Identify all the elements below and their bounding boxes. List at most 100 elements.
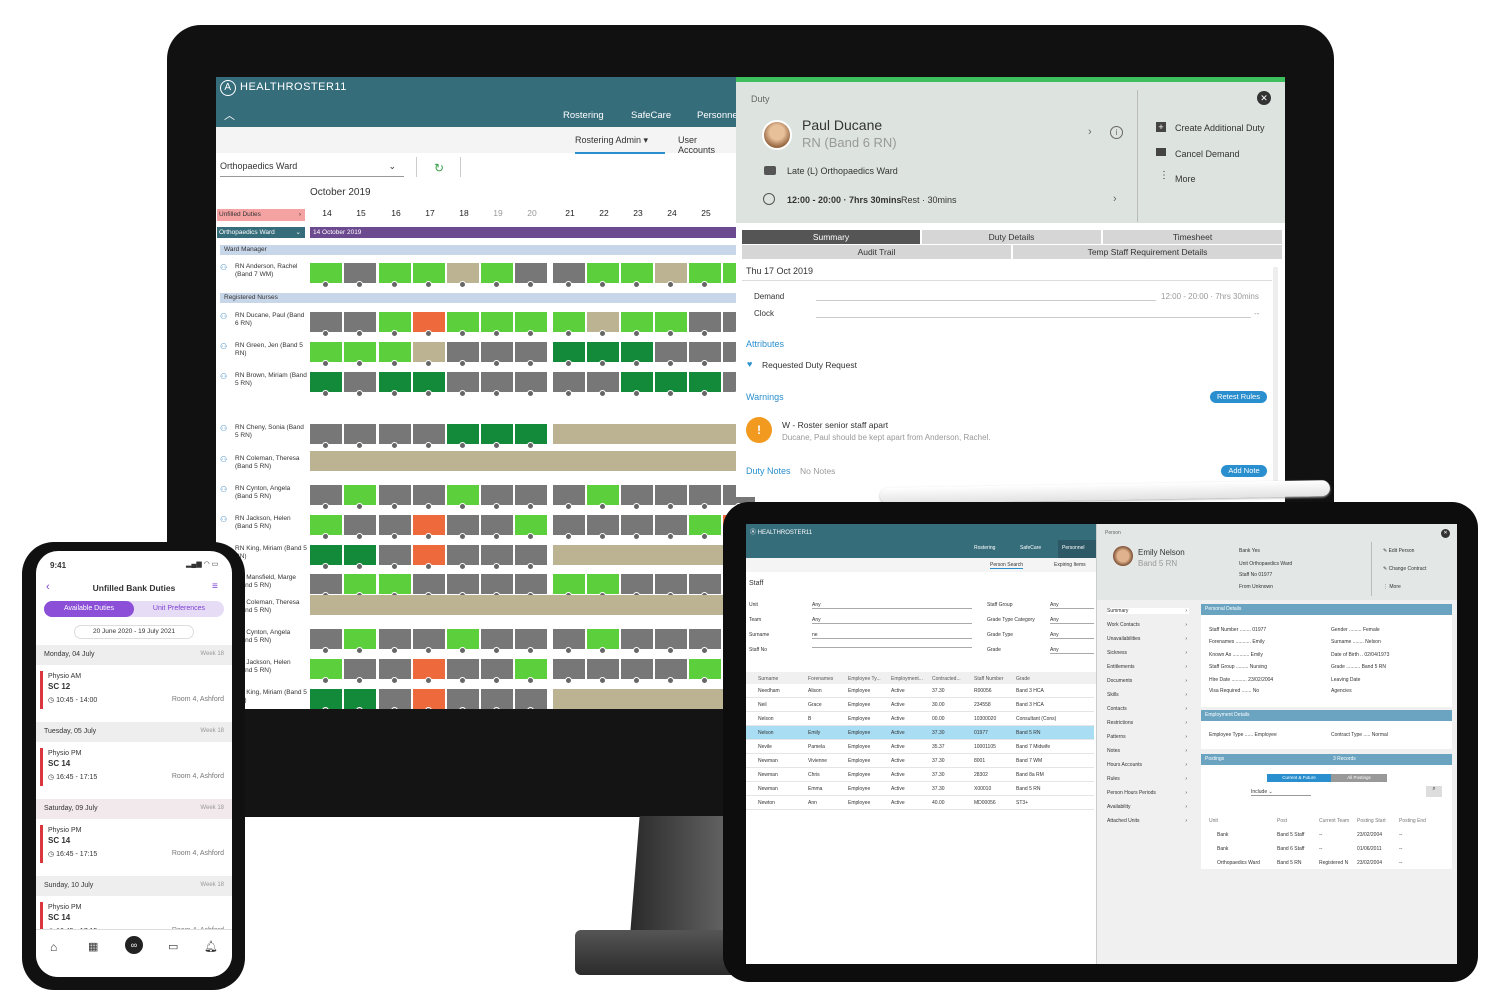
duty-cell[interactable] [621, 372, 653, 397]
duty-cell[interactable] [379, 342, 411, 367]
duty-cell[interactable] [481, 515, 513, 540]
duty-cell[interactable] [344, 689, 376, 709]
date-range[interactable]: 20 June 2020 - 19 July 2021 [74, 625, 194, 639]
column-header[interactable]: Grade [1016, 676, 1030, 682]
duty-cell[interactable] [310, 545, 342, 570]
maternity-block[interactable] [310, 451, 736, 471]
duty-cell[interactable] [689, 263, 721, 288]
duty-cell[interactable] [481, 263, 513, 288]
more-button[interactable]: More [1175, 174, 1196, 184]
tab-user-accounts[interactable]: User Accounts [678, 135, 716, 155]
day-header[interactable]: 20 [527, 208, 537, 218]
nav-safecare[interactable]: SafeCare [1020, 545, 1042, 551]
chevron-right-icon[interactable]: › [1113, 193, 1117, 205]
duty-cell[interactable] [344, 485, 376, 510]
duty-cell[interactable] [587, 263, 619, 288]
chevron-right-icon[interactable]: › [1088, 126, 1092, 138]
duty-cell[interactable] [310, 629, 342, 654]
duty-cell[interactable] [515, 545, 547, 570]
duty-cell[interactable] [310, 485, 342, 510]
duty-cell[interactable] [310, 515, 342, 540]
home-icon[interactable]: ⌂ [50, 940, 58, 954]
duty-cell[interactable] [310, 424, 342, 449]
menu-item[interactable]: Person Hours Periods › [1107, 790, 1187, 796]
ward-group-toggle[interactable]: Orthopaedics Ward ⌄ [217, 227, 305, 238]
duty-cell[interactable] [515, 485, 547, 510]
cancel-icon[interactable] [1156, 148, 1166, 156]
duty-cell[interactable] [515, 629, 547, 654]
change-contract-button[interactable]: ✎ Change Contract [1383, 566, 1427, 572]
duty-cell[interactable] [655, 342, 687, 367]
duty-cell[interactable] [655, 485, 687, 510]
maternity-block[interactable] [310, 595, 736, 615]
column-header[interactable]: Post [1277, 818, 1288, 824]
duty-cell[interactable] [515, 263, 547, 288]
tab-timesheet[interactable]: Timesheet [1103, 230, 1282, 244]
duty-cell[interactable] [413, 372, 445, 397]
scrollbar[interactable] [1273, 267, 1278, 487]
column-header[interactable]: Surname [758, 676, 779, 682]
tab-duty-details[interactable]: Duty Details [922, 230, 1101, 244]
duty-cell[interactable] [310, 312, 342, 337]
duty-cell[interactable] [447, 424, 479, 449]
tab-temp-staff[interactable]: Temp Staff Requirement Details [1013, 245, 1282, 259]
nav-rostering[interactable]: Rostering [974, 545, 996, 551]
column-header[interactable]: Contracted... [932, 676, 961, 682]
add-note-button[interactable]: Add Note [1221, 465, 1267, 477]
duty-cell[interactable] [621, 485, 653, 510]
column-header[interactable]: Forenames [808, 676, 834, 682]
table-row[interactable]: Needham Alison Employee Active 37.30 R00056 Ba… [746, 684, 1094, 698]
table-row[interactable]: Nelson B Employee Active 00.00 10300020 Consul… [746, 712, 1094, 726]
column-header[interactable]: Staff Number [974, 676, 1004, 682]
duty-cell[interactable] [689, 659, 721, 684]
menu-item[interactable]: Notes › [1107, 748, 1187, 754]
day-header[interactable]: 23 [633, 208, 643, 218]
table-row[interactable]: Newman Chris Employee Active 37.30 28302 Band … [746, 768, 1094, 782]
duty-cell[interactable] [481, 312, 513, 337]
retest-rules-button[interactable]: Retest Rules [1210, 391, 1267, 403]
day-header[interactable]: 24 [667, 208, 677, 218]
table-row[interactable]: Newman Vivienne Employee Active 37.30 8001 Ban… [746, 754, 1094, 768]
day-header[interactable]: 14 [322, 208, 332, 218]
tab-rostering-admin[interactable]: Rostering Admin ▾ [575, 135, 665, 154]
menu-item[interactable]: Skills › [1107, 692, 1187, 698]
nav-rostering[interactable]: Rostering [563, 110, 604, 121]
duty-cell[interactable] [587, 574, 619, 599]
menu-item[interactable]: Attached Units › [1107, 818, 1187, 824]
duty-cell[interactable] [515, 424, 547, 449]
duty-cell[interactable] [689, 515, 721, 540]
duty-code[interactable]: SC 14 [48, 836, 71, 845]
duty-cell[interactable] [413, 659, 445, 684]
menu-item[interactable]: Work Contacts › [1107, 622, 1187, 628]
duty-cell[interactable] [413, 515, 445, 540]
tab-person-search[interactable]: Person Search [990, 562, 1024, 569]
nav-personnel[interactable]: Personnel [1058, 540, 1098, 558]
column-header[interactable]: Employee Ty... [848, 676, 881, 682]
leave-block[interactable] [553, 545, 736, 565]
duty-cell[interactable] [689, 372, 721, 397]
duty-cell[interactable] [655, 312, 687, 337]
tab-summary[interactable]: Summary [742, 230, 920, 244]
duty-cell[interactable] [655, 515, 687, 540]
menu-item[interactable]: Contacts › [1107, 706, 1187, 712]
duty-cell[interactable] [344, 263, 376, 288]
duty-cell[interactable] [310, 659, 342, 684]
duty-cell[interactable] [587, 629, 619, 654]
menu-item[interactable]: Summary › [1107, 608, 1189, 614]
duty-cell[interactable] [689, 485, 721, 510]
filter-input[interactable]: ne [812, 632, 972, 639]
filter-input[interactable]: Any [1050, 647, 1094, 654]
duty-cell[interactable] [344, 312, 376, 337]
duty-cell[interactable] [413, 342, 445, 367]
ward-select[interactable]: Orthopaedics Ward ⌄ [220, 161, 404, 177]
duty-cell[interactable] [447, 485, 479, 510]
duty-cell[interactable] [447, 659, 479, 684]
duty-cell[interactable] [655, 574, 687, 599]
menu-item[interactable]: Documents › [1107, 678, 1187, 684]
back-icon[interactable]: ‹ [46, 581, 50, 593]
duty-cell[interactable] [344, 342, 376, 367]
duty-cell[interactable] [344, 372, 376, 397]
day-header[interactable]: 17 [425, 208, 435, 218]
duty-cell[interactable] [447, 629, 479, 654]
bell-icon[interactable]: 🔔︎ [204, 941, 218, 953]
